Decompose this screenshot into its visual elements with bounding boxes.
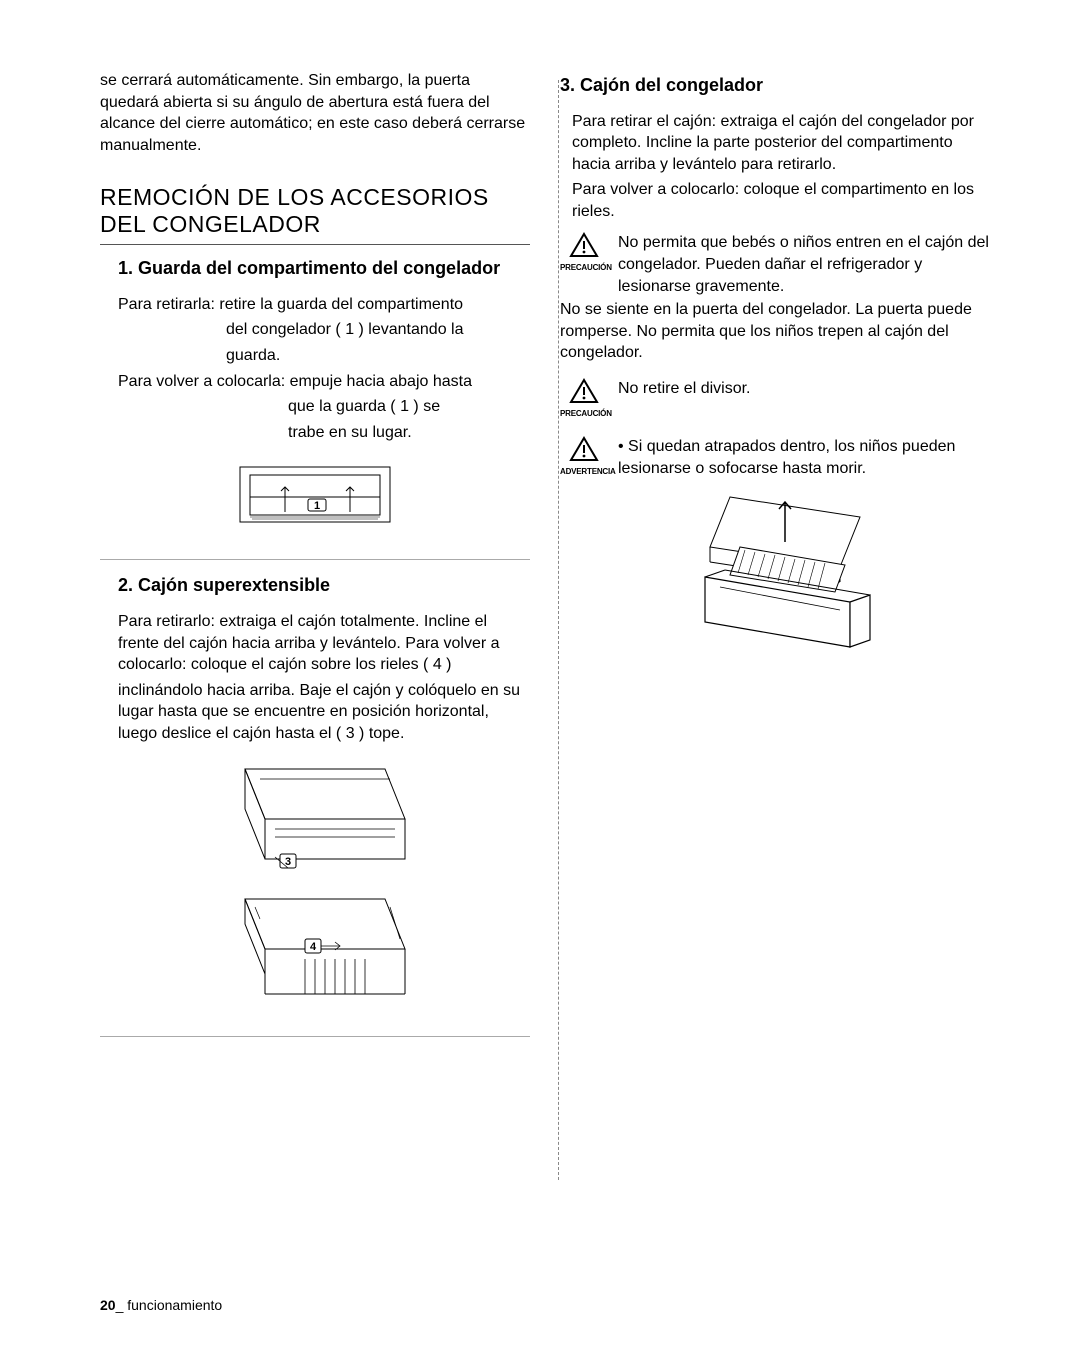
sub3-p1: Para retirar el cajón: extraiga el cajón… (572, 111, 990, 176)
warning-label: ADVERTENCIA (560, 467, 608, 476)
caution-icon: PRECAUCIÓN (560, 378, 608, 418)
warning-icon: ADVERTENCIA (560, 436, 608, 476)
caution-row-1: PRECAUCIÓN No permita que bebés o niños … (560, 232, 990, 297)
caution-1-after: No se siente en la puerta del congelador… (560, 299, 990, 364)
subsection-1-title: 1. Guarda del compartimento del congelad… (118, 257, 530, 280)
sub1-line: trabe en su lugar. (118, 422, 530, 444)
sub1-line: Para retirarla: retire la guarda del com… (118, 294, 530, 316)
section-rule (100, 244, 530, 245)
sub2-p2: inclinándolo hacia arriba. Baje el cajón… (118, 680, 530, 745)
sub1-line: del congelador ( 1 ) levantando la (118, 319, 530, 341)
caution-label: PRECAUCIÓN (560, 409, 608, 418)
column-divider (558, 80, 559, 1180)
sub-divider-2 (100, 1036, 530, 1037)
sub1-line: guarda. (118, 345, 530, 367)
caution-label: PRECAUCIÓN (560, 263, 608, 272)
figure-2: 3 (100, 759, 530, 1014)
right-column: 3. Cajón del congelador Para retirar el … (560, 70, 990, 1051)
figure-1: 1 (100, 457, 530, 537)
subsection-3-body: Para retirar el cajón: extraiga el cajón… (572, 111, 990, 223)
svg-text:4: 4 (310, 941, 317, 953)
page-number: 20 (100, 1297, 116, 1313)
caution-1-text: No permita que bebés o niños entren en e… (618, 232, 990, 297)
warning-text: • Si quedan atrapados dentro, los niños … (618, 436, 990, 479)
page-footer: 20_ funcionamiento (100, 1297, 222, 1313)
left-column: se cerrará automáticamente. Sin embargo,… (100, 70, 530, 1051)
sub3-p2: Para volver a colocarlo: coloque el comp… (572, 179, 990, 222)
svg-text:1: 1 (314, 500, 320, 512)
columns: se cerrará automáticamente. Sin embargo,… (100, 70, 1000, 1051)
drawer-icon: 3 (205, 759, 425, 1009)
subsection-2-body: Para retirarlo: extraiga el cajón totalm… (118, 611, 530, 745)
subsection-3-title: 3. Cajón del congelador (560, 74, 990, 97)
caution-row-2: PRECAUCIÓN No retire el divisor. (560, 378, 990, 418)
compartment-icon: 1 (230, 457, 400, 532)
sub-divider-1 (100, 559, 530, 560)
sub1-line: Para volver a colocarla: empuje hacia ab… (118, 371, 530, 393)
sub2-p1: Para retirarlo: extraiga el cajón totalm… (118, 611, 530, 676)
page: se cerrará automáticamente. Sin embargo,… (0, 0, 1080, 1349)
footer-text: _ funcionamiento (116, 1297, 223, 1313)
freezer-drawer-icon (660, 487, 890, 662)
subsection-2-title: 2. Cajón superextensible (118, 574, 530, 597)
section-title: REMOCIÓN DE LOS ACCESORIOS DEL CONGELADO… (100, 184, 530, 238)
caution-icon: PRECAUCIÓN (560, 232, 608, 272)
warning-row: ADVERTENCIA • Si quedan atrapados dentro… (560, 436, 990, 479)
subsection-1-body: Para retirarla: retire la guarda del com… (118, 294, 530, 444)
intro-paragraph: se cerrará automáticamente. Sin embargo,… (100, 70, 530, 156)
caution-2-text: No retire el divisor. (618, 378, 751, 400)
figure-3 (560, 487, 990, 667)
sub1-line: que la guarda ( 1 ) se (118, 396, 530, 418)
